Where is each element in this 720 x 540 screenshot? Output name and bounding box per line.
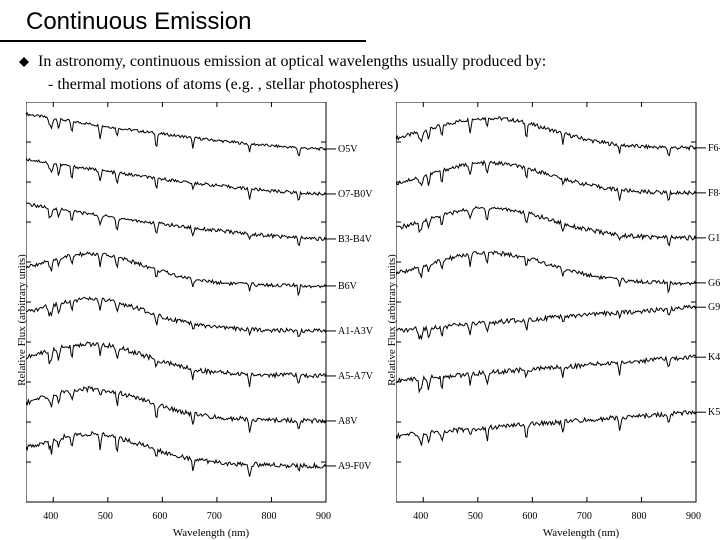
spectrum-curve xyxy=(26,342,326,387)
x-tick-label: 400 xyxy=(43,511,58,522)
left-x-ticks: 400500600700800900 xyxy=(26,511,326,525)
charts-row: Relative Flux (arbitrary units) O5V O7-B0… xyxy=(0,96,720,539)
series-label: G1-G2V xyxy=(708,232,720,243)
spectrum-curve xyxy=(396,206,696,245)
left-chart-panel: Relative Flux (arbitrary units) O5V O7-B0… xyxy=(26,102,396,539)
right-x-axis-label: Wavelength (nm) xyxy=(396,527,720,539)
spectrum-curve xyxy=(396,161,696,201)
x-tick-label: 800 xyxy=(261,511,276,522)
spectrum-curve xyxy=(26,386,326,432)
series-label: A5-A7V xyxy=(338,371,374,382)
left-y-axis-label: Relative Flux (arbitrary units) xyxy=(16,254,28,386)
series-label: B3-B4V xyxy=(338,234,373,245)
left-x-axis-label: Wavelength (nm) xyxy=(26,527,396,539)
spectrum-curve xyxy=(26,297,326,336)
series-label: K5V xyxy=(708,407,720,418)
spectrum-curve xyxy=(396,305,696,339)
bullet-main-row: In astronomy, continuous emission at opt… xyxy=(0,52,720,75)
x-tick-label: 800 xyxy=(631,511,646,522)
right-x-ticks: 400500600700800900 xyxy=(396,511,696,525)
right-chart-svg: F6-F7V F8-F9V G1-G2V G6-G8V G9-K0V K4V K5V xyxy=(396,102,720,506)
slide-title: Continuous Emission xyxy=(0,0,366,42)
series-label: G9-K0V xyxy=(708,302,720,313)
diamond-bullet-icon xyxy=(18,54,30,75)
series-label: F8-F9V xyxy=(708,187,720,198)
spectrum-curve xyxy=(396,410,696,445)
x-tick-label: 700 xyxy=(577,511,592,522)
spectrum-curve xyxy=(396,116,696,155)
right-chart-panel: Relative Flux (arbitrary units) F6-F7VF8… xyxy=(396,102,720,539)
series-label: K4V xyxy=(708,352,720,363)
series-label: B6V xyxy=(338,281,358,292)
x-tick-label: 400 xyxy=(413,511,428,522)
spectrum-curve xyxy=(26,202,326,245)
spectrum-curve xyxy=(26,157,326,199)
series-label: A1-A3V xyxy=(338,326,374,337)
x-tick-label: 600 xyxy=(522,511,537,522)
series-label: O5V xyxy=(338,144,358,155)
series-label: O7-B0V xyxy=(338,189,373,200)
bullet-main-text: In astronomy, continuous emission at opt… xyxy=(38,52,546,73)
bullet-sub-text: - thermal motions of atoms (e.g. , stell… xyxy=(0,75,720,96)
x-tick-label: 600 xyxy=(152,511,167,522)
x-tick-label: 900 xyxy=(686,511,701,522)
x-tick-label: 500 xyxy=(468,511,483,522)
spectrum-curve xyxy=(26,113,326,155)
x-tick-label: 700 xyxy=(207,511,222,522)
x-tick-label: 500 xyxy=(98,511,113,522)
series-label: F6-F7V xyxy=(708,142,720,153)
x-tick-label: 900 xyxy=(316,511,331,522)
spectrum-curve xyxy=(26,252,326,295)
spectrum-curve xyxy=(26,431,326,476)
series-label: A9-F0V xyxy=(338,461,372,472)
series-label: A8V xyxy=(338,416,358,427)
spectrum-curve xyxy=(396,251,696,292)
left-chart-svg: O5V O7-B0V B3-B4V B6V A1-A3V A5-A7V A8V A9-F0V xyxy=(26,102,396,506)
spectrum-curve xyxy=(396,355,696,392)
right-y-axis-label: Relative Flux (arbitrary units) xyxy=(386,254,398,386)
series-label: G6-G8V xyxy=(708,277,720,288)
